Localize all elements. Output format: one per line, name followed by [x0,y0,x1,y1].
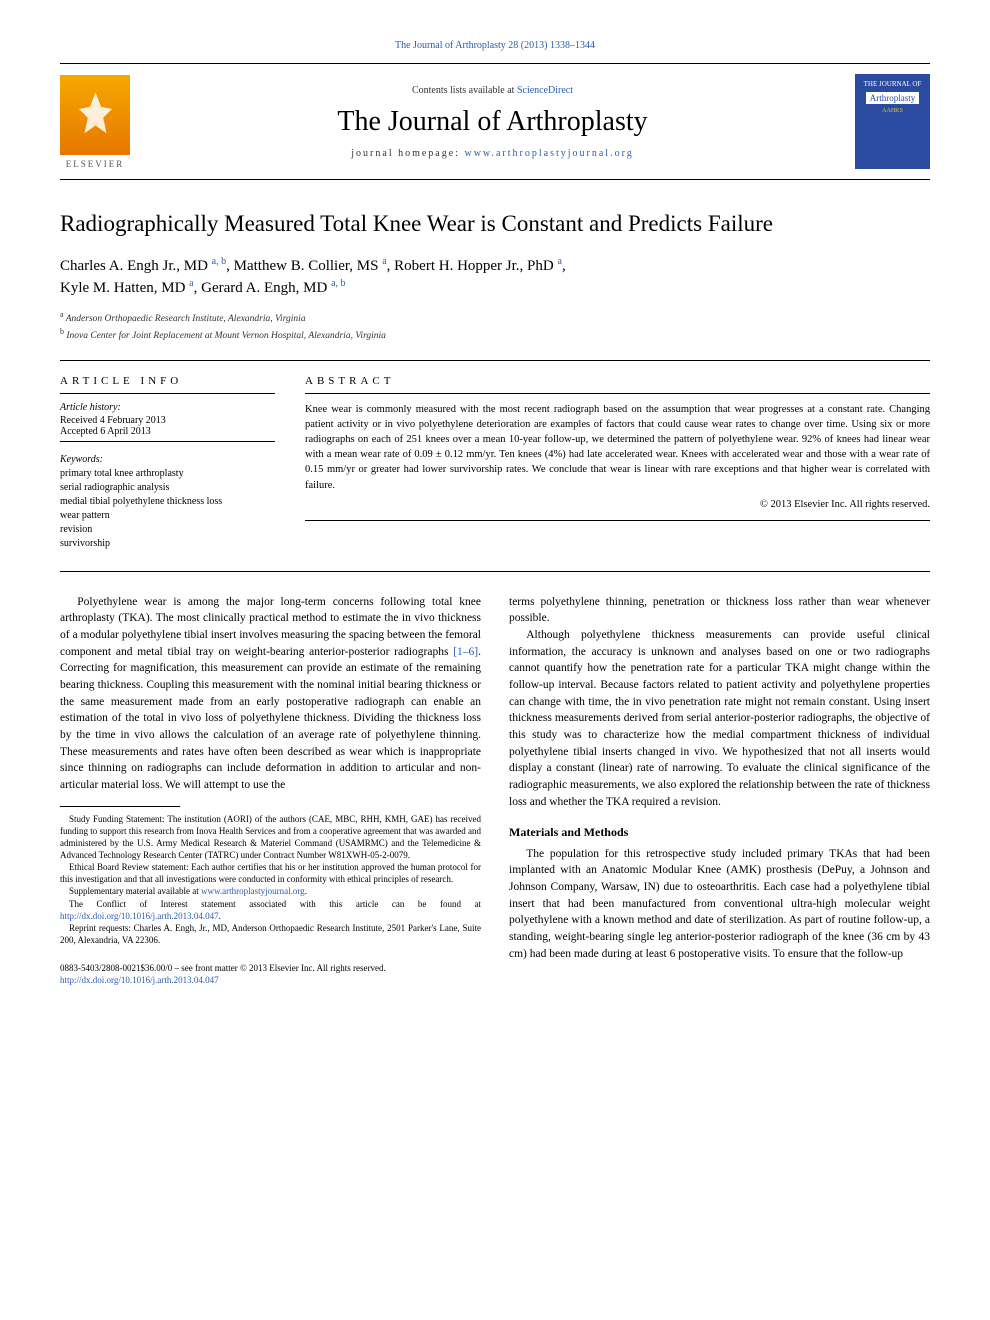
sciencedirect-link[interactable]: ScienceDirect [517,85,573,96]
supplementary-link[interactable]: www.arthroplastyjournal.org [201,886,305,896]
footnote: Supplementary material available at www.… [60,885,481,897]
contents-prefix: Contents lists available at [412,85,517,96]
divider [305,520,930,521]
author: Matthew B. Collier, MS a [234,258,387,274]
divider [60,393,275,394]
doi-link[interactable]: http://dx.doi.org/10.1016/j.arth.2013.04… [60,975,219,985]
received-date: Received 4 February 2013 [60,415,275,426]
affiliation-sup: a [60,310,64,319]
affiliation-text: Inova Center for Joint Replacement at Mo… [66,331,386,341]
cover-title-word: Arthroplasty [866,92,920,104]
keyword: revision [60,523,275,537]
author: Gerard A. Engh, MD a, b [201,280,345,296]
affiliation-sup: b [60,327,64,336]
masthead: ELSEVIER Contents lists available at Sci… [60,63,930,180]
running-header: The Journal of Arthroplasty 28 (2013) 13… [60,40,930,51]
accepted-date: Accepted 6 April 2013 [60,426,275,437]
cover-badge: AAHKS [882,108,903,114]
abstract-label: abstract [305,375,930,387]
divider [60,571,930,572]
affiliations: a Anderson Orthopaedic Research Institut… [60,309,930,344]
cover-overline: THE JOURNAL OF [864,80,922,88]
divider [60,441,275,442]
contents-list-line: Contents lists available at ScienceDirec… [150,85,835,96]
front-matter-line: 0883-5403/2808-0021$36.00/0 – see front … [60,962,481,986]
article-title: Radiographically Measured Total Knee Wea… [60,210,930,239]
body-paragraph: The population for this retrospective st… [509,846,930,963]
history-label: Article history: [60,402,275,413]
article-body: Polyethylene wear is among the major lon… [60,594,930,987]
homepage-prefix: journal homepage: [351,148,464,159]
section-heading: Materials and Methods [509,824,930,841]
author: Kyle M. Hatten, MD a [60,280,194,296]
publisher-logo: ELSEVIER [60,75,130,169]
keyword: survivorship [60,537,275,551]
running-header-link[interactable]: The Journal of Arthroplasty 28 (2013) 13… [395,40,595,51]
article-info-panel: article info Article history: Received 4… [60,375,275,551]
journal-cover-thumbnail: THE JOURNAL OF Arthroplasty AAHKS [855,74,930,169]
body-paragraph: terms polyethylene thinning, penetration… [509,594,930,627]
author: Robert H. Hopper Jr., PhD a [394,258,562,274]
coi-doi-link[interactable]: http://dx.doi.org/10.1016/j.arth.2013.04… [60,911,219,921]
author-list: Charles A. Engh Jr., MD a, b, Matthew B.… [60,255,930,299]
journal-homepage-line: journal homepage: www.arthroplastyjourna… [150,148,835,159]
divider [305,393,930,394]
footnote: Reprint requests: Charles A. Engh, Jr., … [60,922,481,946]
journal-title: The Journal of Arthroplasty [150,106,835,138]
abstract-text: Knee wear is commonly measured with the … [305,402,930,493]
abstract-panel: abstract Knee wear is commonly measured … [305,375,930,551]
keyword: primary total knee arthroplasty [60,467,275,481]
body-paragraph: Polyethylene wear is among the major lon… [60,594,481,794]
keywords-label: Keywords: [60,454,275,465]
footnotes: Study Funding Statement: The institution… [60,813,481,947]
footnote-rule [60,806,180,807]
keyword: wear pattern [60,509,275,523]
footnote: The Conflict of Interest statement assoc… [60,898,481,922]
issn-copyright: 0883-5403/2808-0021$36.00/0 – see front … [60,962,481,974]
article-info-label: article info [60,375,275,387]
author: Charles A. Engh Jr., MD a, b [60,258,226,274]
footnote: Ethical Board Review statement: Each aut… [60,861,481,885]
citation-link[interactable]: [1–6] [453,646,478,658]
abstract-copyright: © 2013 Elsevier Inc. All rights reserved… [305,499,930,510]
keyword: medial tibial polyethylene thickness los… [60,495,275,509]
journal-homepage-link[interactable]: www.arthroplastyjournal.org [464,148,633,159]
publisher-name: ELSEVIER [60,159,130,169]
body-paragraph: Although polyethylene thickness measurem… [509,627,930,810]
elsevier-tree-icon [60,75,130,155]
footnote: Study Funding Statement: The institution… [60,813,481,862]
affiliation-text: Anderson Orthopaedic Research Institute,… [66,314,306,324]
keyword: serial radiographic analysis [60,481,275,495]
